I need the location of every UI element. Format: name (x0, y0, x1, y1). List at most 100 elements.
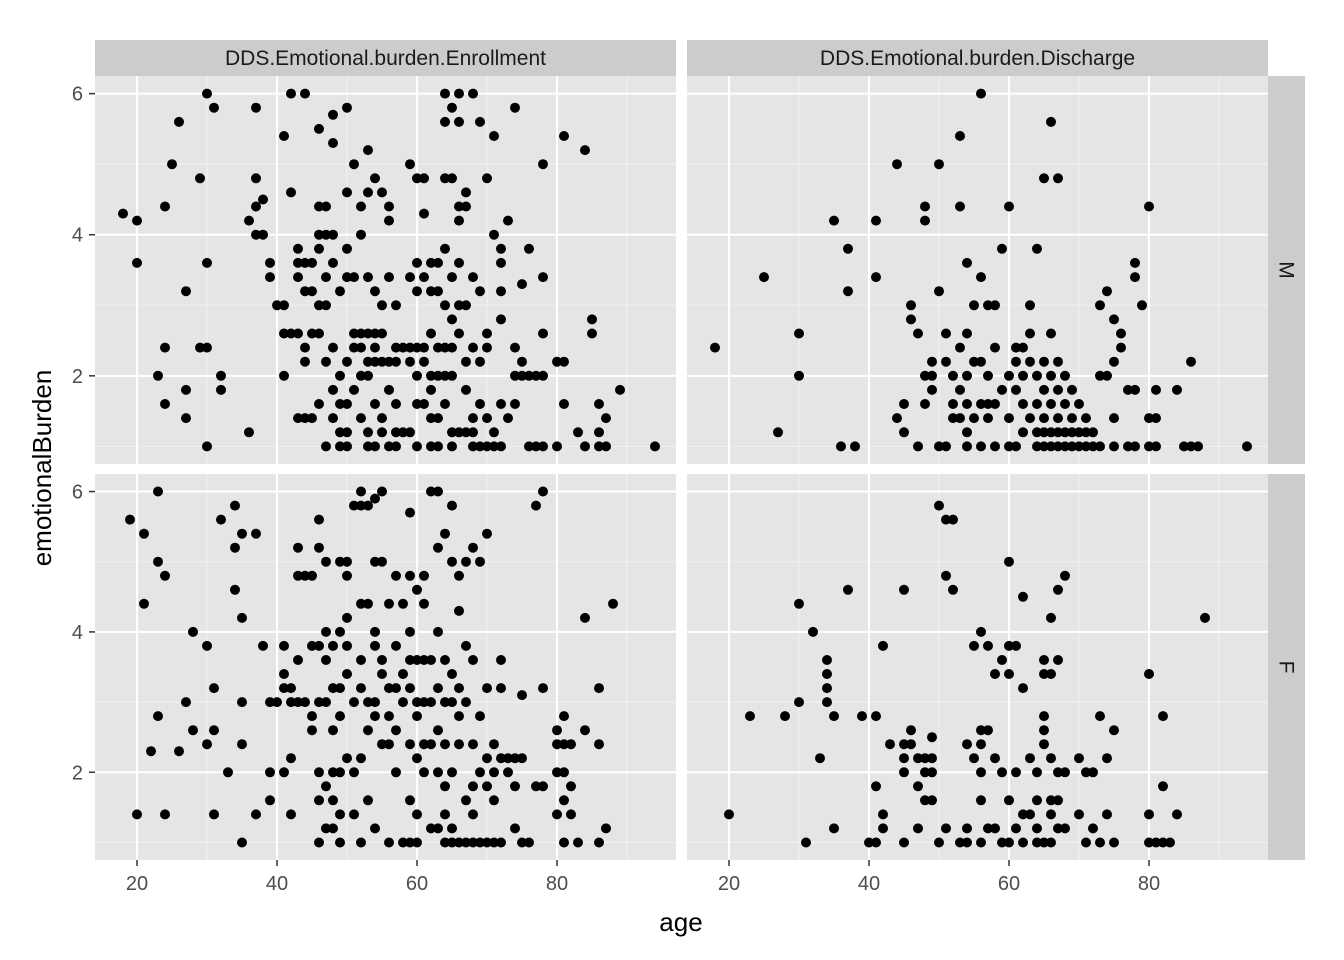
data-point (328, 109, 338, 120)
data-point (209, 809, 219, 820)
data-point (1060, 823, 1070, 834)
data-point (913, 823, 923, 834)
data-point (524, 370, 534, 381)
data-point (899, 837, 909, 848)
data-point (440, 116, 450, 127)
data-point (475, 767, 485, 778)
data-point (440, 739, 450, 750)
data-point (503, 215, 513, 226)
data-point (363, 795, 373, 806)
data-point (454, 215, 464, 226)
data-point (969, 753, 979, 764)
data-point (948, 399, 958, 409)
data-point (822, 655, 832, 665)
data-point (370, 697, 380, 708)
data-point (559, 739, 569, 750)
data-point (531, 500, 541, 511)
data-point (601, 823, 611, 834)
data-point (349, 767, 359, 778)
data-point (209, 102, 219, 113)
data-point (1025, 328, 1035, 339)
data-point (1053, 655, 1063, 665)
data-point (927, 795, 937, 806)
data-point (377, 300, 387, 311)
data-point (1130, 272, 1140, 283)
data-point (941, 328, 951, 339)
data-point (300, 413, 310, 424)
data-point (482, 173, 492, 184)
data-point (503, 413, 513, 424)
data-point (913, 328, 923, 339)
data-point (559, 837, 569, 848)
panel-f-discharge (687, 474, 1268, 860)
data-point (433, 486, 443, 497)
data-point (202, 88, 212, 99)
data-point (475, 116, 485, 127)
data-point (773, 427, 783, 438)
panel-m-enrollment (95, 76, 676, 464)
data-point (391, 767, 401, 778)
data-point (433, 370, 443, 381)
data-point (384, 598, 394, 609)
data-point (335, 626, 345, 637)
data-point (440, 697, 450, 708)
data-point (1165, 837, 1175, 848)
y-tick-label: 6 (72, 84, 83, 106)
data-point (363, 272, 373, 283)
data-point (983, 823, 993, 834)
data-point (1011, 356, 1021, 367)
data-point (251, 102, 261, 113)
data-point (829, 215, 839, 226)
data-point (1018, 591, 1028, 602)
data-point (321, 300, 331, 311)
data-point (517, 753, 527, 764)
data-point (489, 795, 499, 806)
data-point (174, 116, 184, 127)
data-point (398, 669, 408, 679)
data-point (412, 286, 422, 297)
data-point (440, 528, 450, 539)
data-point (419, 697, 429, 708)
data-point (447, 669, 457, 679)
data-point (948, 370, 958, 381)
data-point (962, 399, 972, 409)
data-point (440, 809, 450, 820)
data-point (419, 272, 429, 283)
data-point (363, 427, 373, 438)
x-tick-label: 60 (998, 873, 1020, 895)
panel-m-discharge (687, 76, 1268, 464)
data-point (1130, 441, 1140, 452)
data-point (538, 159, 548, 170)
data-point (1039, 739, 1049, 750)
data-point (510, 102, 520, 113)
data-point (517, 690, 527, 701)
data-point (426, 257, 436, 268)
data-point (300, 342, 310, 353)
data-point (1109, 725, 1119, 736)
data-point (496, 399, 506, 409)
data-point (314, 201, 324, 212)
data-point (496, 286, 506, 297)
data-point (1109, 314, 1119, 325)
data-point (1151, 441, 1161, 452)
data-point (934, 837, 944, 848)
data-point (356, 500, 366, 511)
data-point (1053, 427, 1063, 438)
data-point (822, 683, 832, 694)
data-point (370, 173, 380, 184)
data-point (433, 413, 443, 424)
data-point (517, 279, 527, 290)
data-point (412, 173, 422, 184)
data-point (314, 399, 324, 409)
data-point (1144, 809, 1154, 820)
data-point (1053, 173, 1063, 184)
data-point (181, 286, 191, 297)
panels-layer (95, 76, 1268, 860)
data-point (370, 626, 380, 637)
data-point (384, 711, 394, 722)
data-point (934, 286, 944, 297)
data-point (265, 767, 275, 778)
data-point (468, 837, 478, 848)
data-point (286, 187, 296, 198)
panel-background (687, 76, 1268, 464)
